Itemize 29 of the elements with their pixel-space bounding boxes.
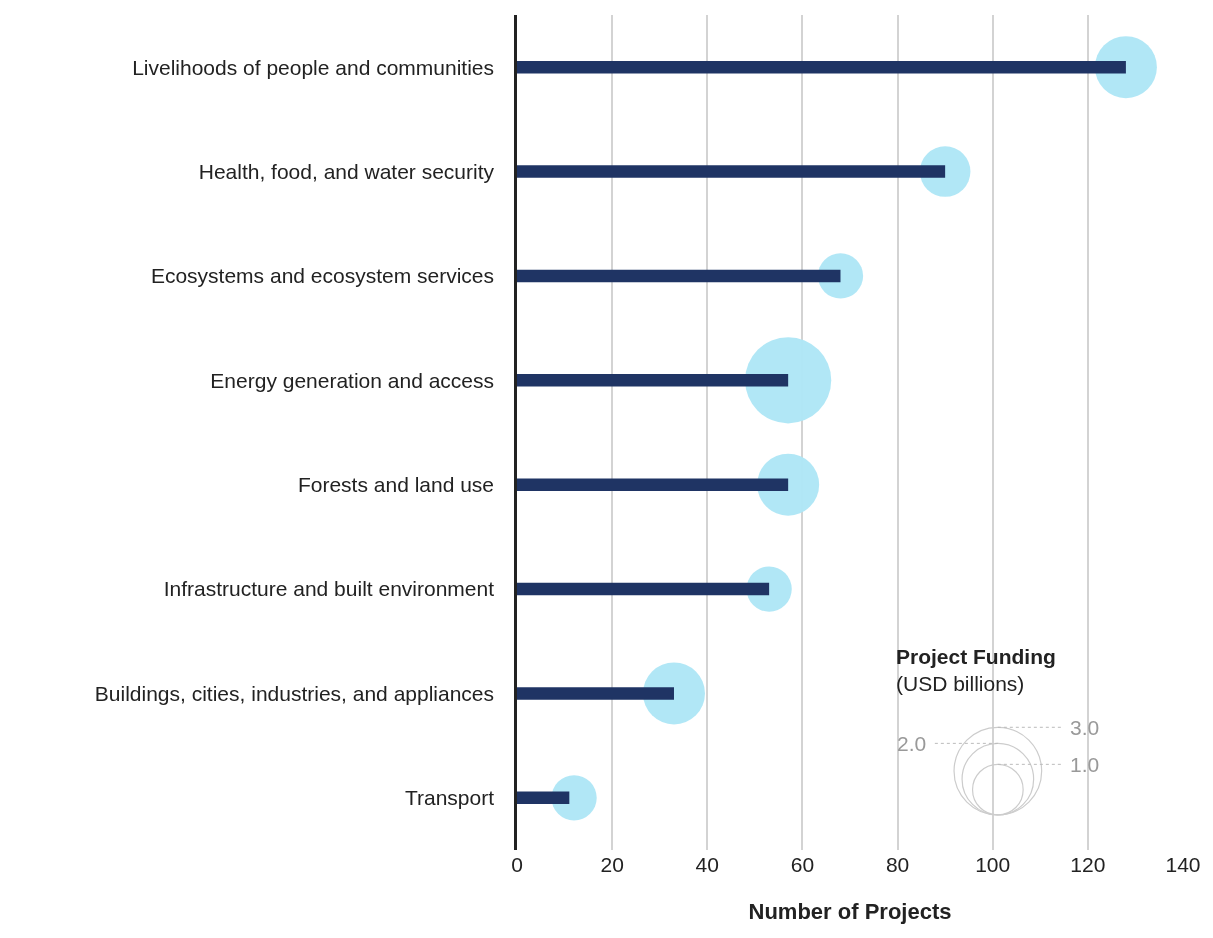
legend-label: 2.0 [897, 732, 927, 755]
x-tick-label: 20 [600, 853, 624, 876]
x-tick-label: 40 [695, 853, 719, 876]
y-tick-label: Transport [404, 786, 495, 810]
y-tick-label: Infrastructure and built environment [163, 577, 495, 601]
x-tick-label: 100 [975, 853, 1011, 876]
x-tick-label: 140 [1165, 853, 1201, 876]
y-tick-label: Ecosystems and ecosystem services [150, 264, 495, 288]
y-tick-label: Buildings, cities, industries, and appliances [94, 681, 495, 705]
bar [517, 582, 770, 596]
x-tick-label: 0 [511, 853, 523, 876]
bar [517, 374, 789, 387]
y-tick-label: Livelihoods of people and communities [132, 55, 495, 79]
x-tick-label: 60 [790, 853, 815, 876]
bar [517, 478, 789, 491]
bar [517, 60, 1126, 74]
y-tick-label: Health, food, and water security [198, 159, 495, 183]
y-tick-label: Energy generation and access [210, 368, 495, 392]
x-axis-title: Number of Projects [748, 898, 952, 924]
bar [517, 165, 946, 178]
legend-label: 3.0 [1070, 716, 1100, 739]
y-tick-label: Forests and land use [297, 473, 495, 497]
legend-title: Project Funding (USD billions) [896, 645, 1056, 696]
x-tick-label: 80 [885, 853, 910, 876]
bar [517, 791, 570, 805]
legend-label: 1.0 [1070, 753, 1100, 776]
bar [517, 269, 841, 283]
x-tick-label: 120 [1070, 853, 1106, 876]
bar [517, 687, 674, 700]
